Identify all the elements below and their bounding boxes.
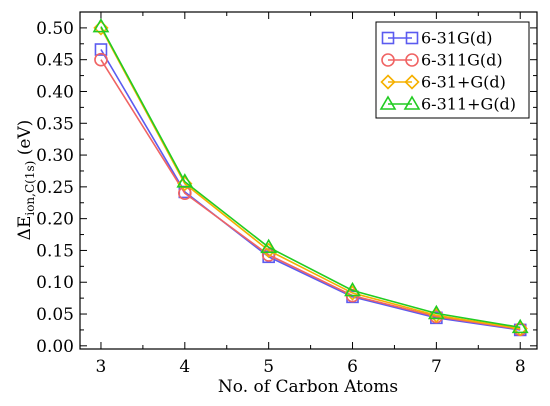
y-tick-label: 0.40: [36, 82, 74, 102]
data-point-triangle: [344, 281, 361, 297]
data-point-triangle: [427, 304, 445, 320]
data-point-triangle: [260, 238, 278, 254]
series-layer: [92, 18, 529, 337]
legend-marker-diamond: [380, 74, 396, 90]
legend-item: 6-311G(d): [381, 51, 503, 70]
y-tick-label: 0.35: [36, 114, 74, 134]
legend-label: 6-31G(d): [421, 29, 492, 48]
legend-marker-triangle: [403, 95, 421, 110]
x-tick-label: 6: [347, 357, 358, 377]
y-tick-label: 0.30: [36, 146, 74, 166]
legend-marker-circle: [405, 53, 419, 67]
y-tick-label: 0.05: [36, 305, 74, 325]
series-triangle: [92, 18, 529, 334]
x-tick-label: 7: [431, 357, 442, 377]
y-axis-title: ΔEion,C(1s) (eV): [15, 120, 37, 241]
data-point-triangle: [92, 18, 110, 33]
y-axis-title-unit: (eV): [15, 120, 35, 161]
x-tick-label: 8: [515, 357, 526, 377]
data-point-circle: [261, 248, 276, 262]
legend-marker-square: [381, 31, 395, 45]
legend: 6-31G(d) 6-311G(d) 6-31+G(d) 6-311+G(d): [375, 21, 530, 119]
x-tick-label: 4: [179, 357, 190, 377]
y-axis-title-main: ΔE: [15, 216, 35, 241]
legend-marker-diamond: [404, 74, 420, 90]
legend-label: 6-311G(d): [421, 51, 503, 70]
legend-marker-square: [405, 31, 419, 45]
legend-marker-circle: [381, 53, 395, 67]
y-tick-label: 0.45: [36, 51, 74, 71]
y-tick-label: 0.20: [36, 210, 74, 230]
series-line: [100, 27, 521, 330]
legend-item: 6-31G(d): [381, 29, 492, 48]
y-tick-label: 0.25: [36, 178, 74, 198]
series-line: [100, 59, 521, 331]
legend-label: 6-311+G(d): [421, 95, 516, 114]
y-tick-label: 0.10: [36, 273, 74, 293]
y-tick-label: 0.15: [36, 241, 74, 261]
data-point-circle: [94, 52, 108, 67]
series-line: [100, 26, 521, 329]
legend-item: 6-31+G(d): [380, 73, 506, 92]
data-point-square: [94, 43, 108, 56]
data-point-triangle: [176, 173, 194, 188]
axis-ticks: 3 4 5 6 7 8 0.00 0.05 0.10 0.15 0.20 0.25 0.30 0.35 0.…: [36, 12, 537, 377]
data-point-triangle: [511, 318, 529, 334]
x-tick-label: 5: [263, 357, 274, 377]
x-tick-label: 3: [96, 357, 107, 377]
legend-item: 6-311+G(d): [379, 95, 516, 114]
y-tick-label: 0.50: [36, 19, 74, 39]
x-axis-title: No. of Carbon Atoms: [218, 377, 398, 397]
legend-label: 6-31+G(d): [421, 73, 506, 92]
legend-marker-triangle: [379, 95, 397, 110]
y-axis-title-subscript: ion,C(1s): [23, 161, 37, 216]
plot-frame: [79, 11, 538, 350]
series-line: [100, 49, 521, 331]
y-tick-label: 0.00: [36, 337, 74, 357]
